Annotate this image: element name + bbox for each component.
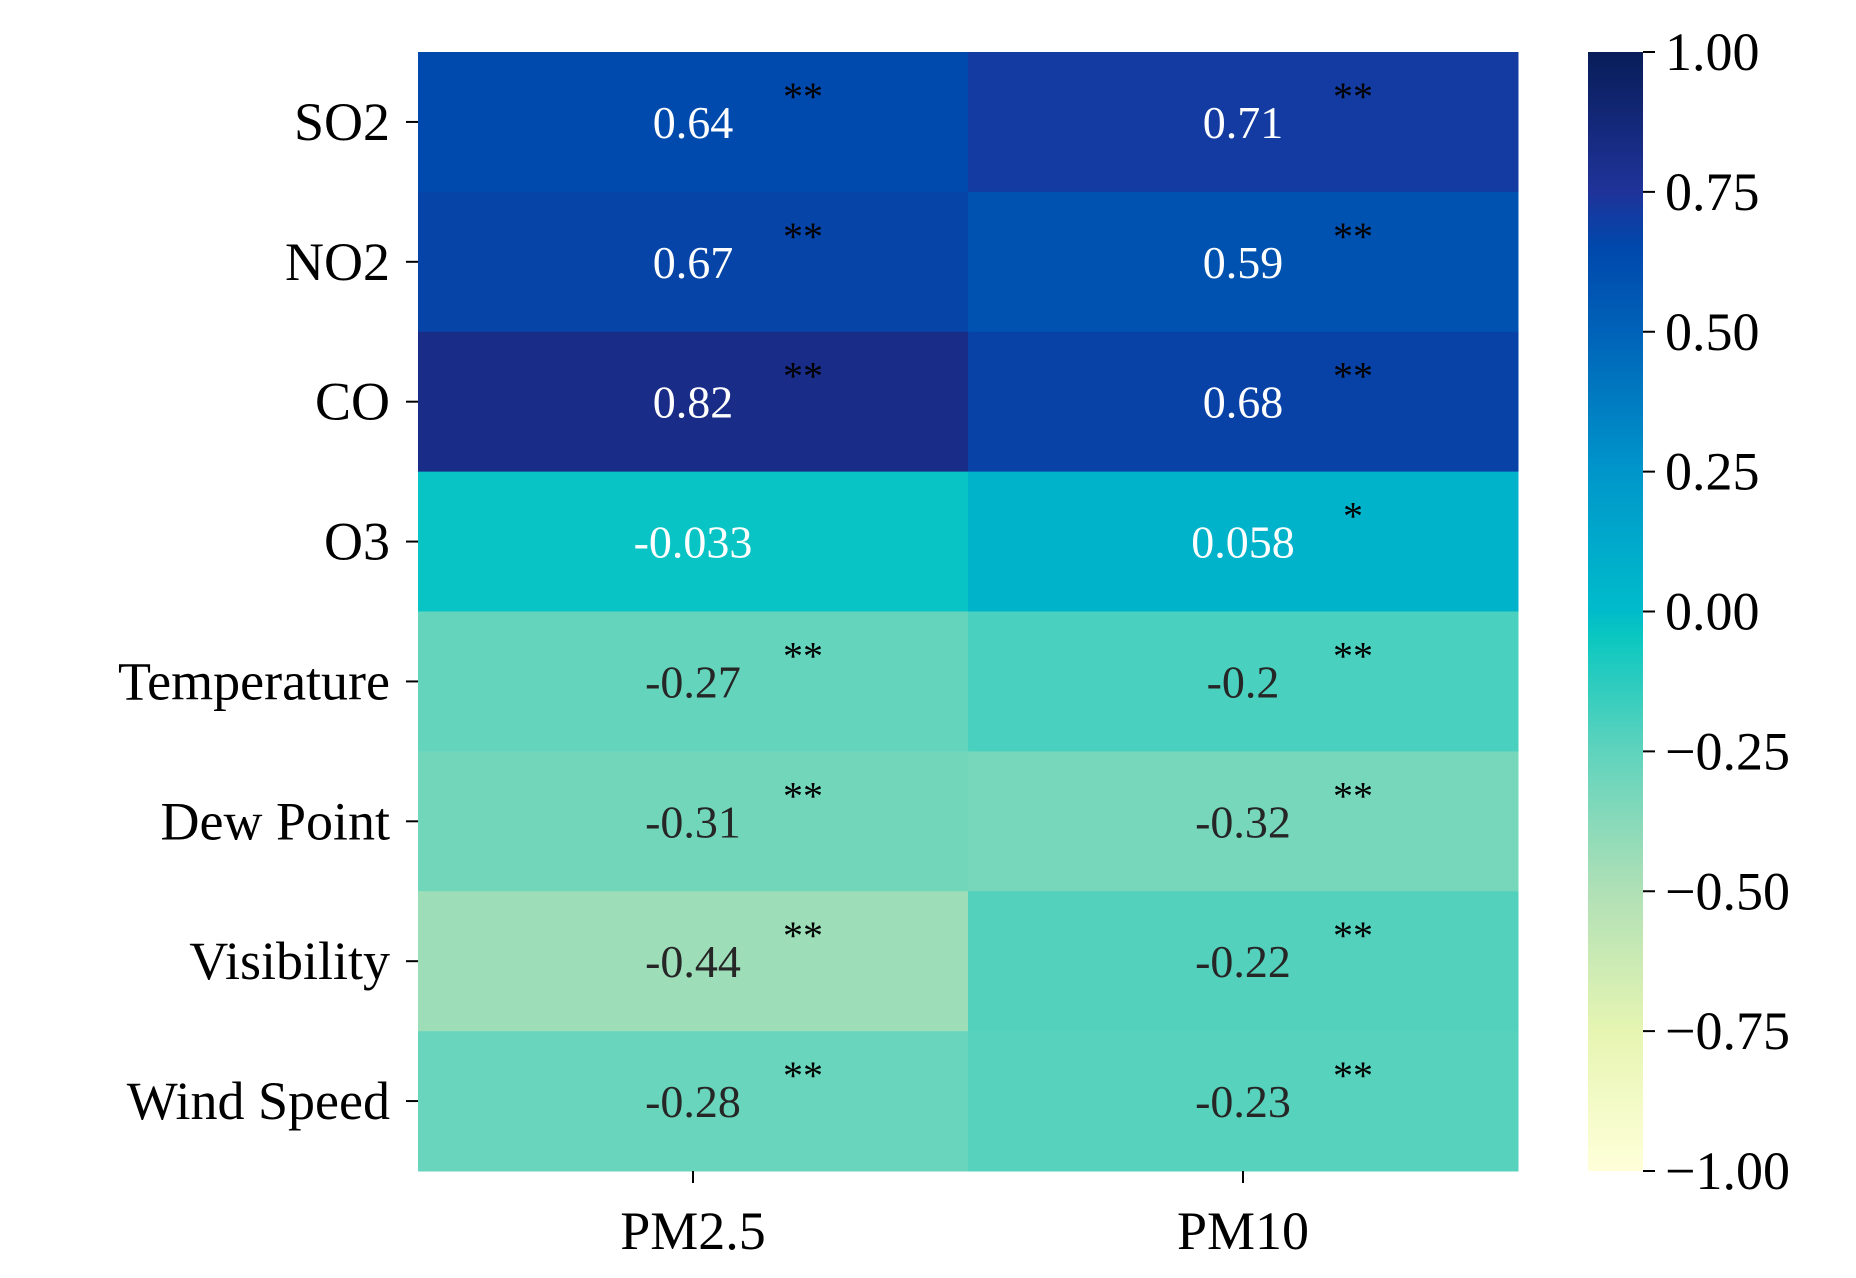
significance-marker: ** [1333, 773, 1373, 818]
cell-value-label: -0.2 [1207, 656, 1280, 707]
cell-value-label: -0.32 [1195, 796, 1291, 847]
x-axis: PM2.5 PM10 [620, 1171, 1309, 1261]
colorbar-gradient [1588, 52, 1643, 1171]
heatmap-cell-5-0 [418, 751, 969, 892]
cell-value-label: 0.67 [653, 237, 734, 288]
significance-marker: ** [783, 913, 823, 958]
heatmap-cells [418, 52, 1519, 1172]
significance-marker: ** [1333, 913, 1373, 958]
heatmap-cell-6-1 [968, 891, 1519, 1032]
cell-value-label: -0.28 [645, 1076, 741, 1127]
significance-marker: ** [783, 214, 823, 259]
significance-marker: ** [783, 633, 823, 678]
heatmap-cell-0-0 [418, 52, 969, 193]
colorbar: 1.00 0.75 0.50 0.25 0.00 −0.25 −0.50 −0.75 −1.00 [1588, 22, 1790, 1201]
cell-value-label: 0.058 [1191, 517, 1295, 568]
cell-value-label: -0.033 [634, 517, 753, 568]
colorbar-tick-label: 1.00 [1665, 22, 1760, 82]
y-tick-label: Temperature [118, 651, 390, 711]
x-tick-label: PM10 [1177, 1201, 1309, 1261]
heatmap-cell-7-1 [968, 1031, 1519, 1172]
heatmap-cell-7-0 [418, 1031, 969, 1172]
cell-value-label: -0.22 [1195, 936, 1291, 987]
colorbar-tick-label: −1.00 [1665, 1141, 1790, 1201]
cell-value-label: 0.71 [1203, 97, 1284, 148]
significance-marker: ** [1333, 74, 1373, 119]
cell-value-label: 0.64 [653, 97, 734, 148]
heatmap-cell-2-0 [418, 331, 969, 473]
cell-value-label: 0.82 [653, 377, 734, 428]
significance-marker: ** [1333, 633, 1373, 678]
colorbar-tick-label: −0.50 [1665, 861, 1790, 921]
y-tick-label: SO2 [294, 92, 390, 152]
y-tick-label: Wind Speed [127, 1071, 390, 1131]
heatmap-cell-2-1 [968, 331, 1519, 473]
significance-marker: ** [783, 74, 823, 119]
y-axis: SO2 NO2 CO O3 Temperature Dew Point Visibility… [118, 92, 418, 1131]
heatmap-cell-0-1 [968, 52, 1519, 193]
y-tick-label: CO [315, 372, 390, 432]
cell-value-label: -0.44 [645, 936, 741, 987]
significance-marker: ** [1333, 354, 1373, 399]
colorbar-tick-label: −0.25 [1665, 721, 1790, 781]
colorbar-tick-label: 0.25 [1665, 442, 1760, 502]
cell-value-label: -0.27 [645, 656, 741, 707]
cell-value-label: -0.23 [1195, 1076, 1291, 1127]
colorbar-tick-label: 0.00 [1665, 582, 1760, 642]
cell-value-label: 0.68 [1203, 377, 1284, 428]
heatmap-cell-1-1 [968, 191, 1519, 333]
significance-marker: ** [783, 354, 823, 399]
y-tick-label: Dew Point [161, 791, 391, 851]
heatmap-cell-5-1 [968, 751, 1519, 892]
y-tick-label: O3 [324, 512, 390, 572]
heatmap-cell-3-1 [968, 471, 1519, 612]
colorbar-tick-label: 0.75 [1665, 162, 1760, 222]
heatmap-cell-6-0 [418, 891, 969, 1032]
heatmap-cell-1-0 [418, 191, 969, 333]
significance-marker: ** [1333, 1053, 1373, 1098]
y-tick-label: NO2 [285, 232, 390, 292]
heatmap-cell-3-0 [418, 471, 969, 612]
significance-marker: ** [783, 1053, 823, 1098]
x-tick-label: PM2.5 [620, 1201, 766, 1261]
cell-value-label: -0.31 [645, 796, 741, 847]
cell-value-label: 0.59 [1203, 237, 1284, 288]
colorbar-tick-label: 0.50 [1665, 302, 1760, 362]
significance-marker: * [1343, 494, 1363, 539]
colorbar-tick-label: −0.75 [1665, 1001, 1790, 1061]
heatmap-cell-4-0 [418, 611, 969, 752]
significance-marker: ** [783, 773, 823, 818]
y-tick-label: Visibility [189, 931, 390, 991]
heatmap-cell-labels: 0.64 ** 0.71 ** 0.67 ** 0.59 ** 0.82 ** 0.68 ** -0.0… [634, 74, 1373, 1127]
heatmap-cell-4-1 [968, 611, 1519, 752]
significance-marker: ** [1333, 214, 1373, 259]
